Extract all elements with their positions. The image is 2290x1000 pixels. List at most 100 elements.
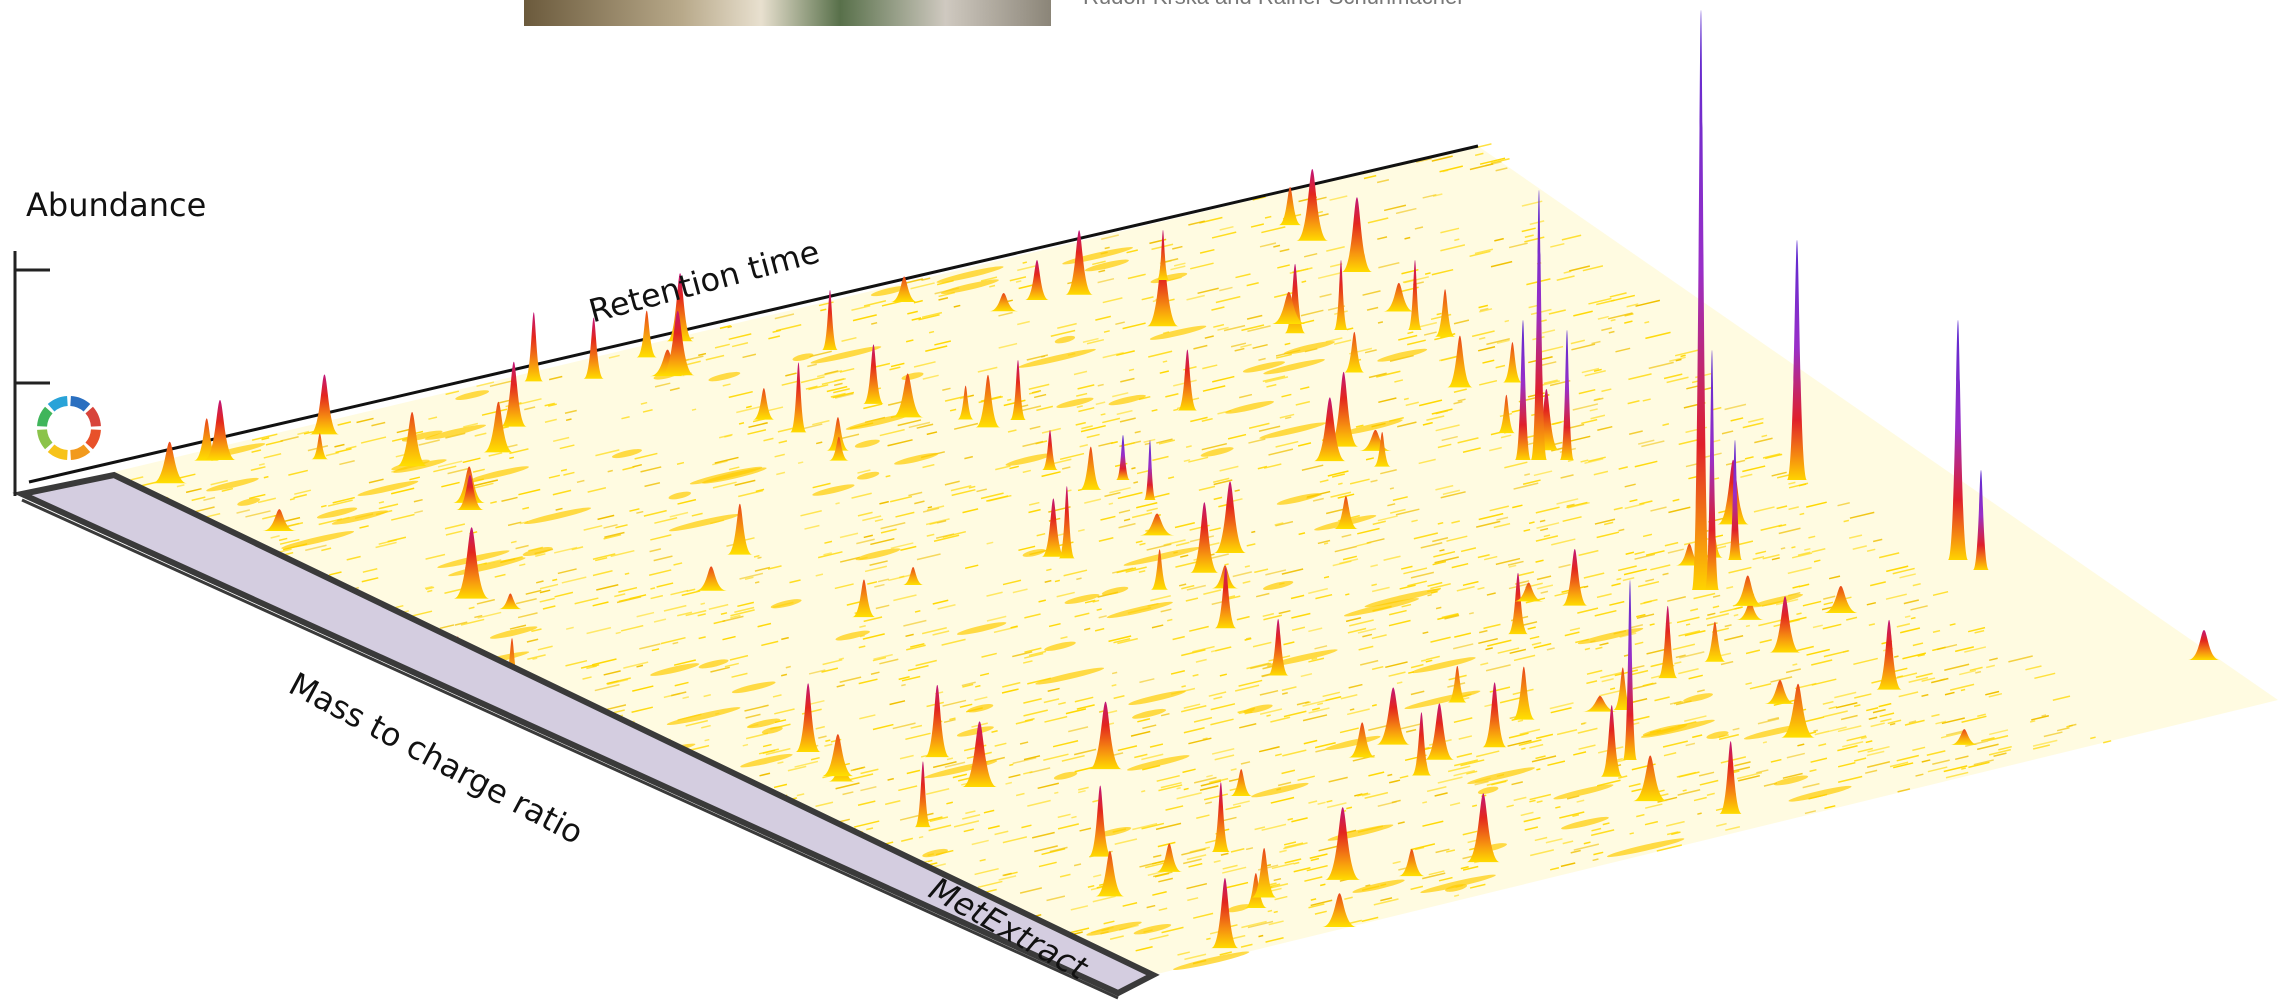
speckle	[1737, 774, 1760, 782]
speckle	[1086, 338, 1105, 345]
speckle	[1551, 538, 1576, 546]
speckle	[205, 512, 221, 518]
speckle	[1275, 520, 1294, 527]
ridge	[870, 285, 908, 297]
peak	[524, 312, 544, 382]
speckle	[261, 437, 270, 441]
speckle	[1122, 901, 1138, 907]
ring-segment	[47, 444, 68, 460]
speckle	[1002, 836, 1028, 844]
peak	[1041, 498, 1065, 557]
speckle	[571, 546, 584, 551]
speckle	[1310, 857, 1320, 862]
speckle	[1672, 643, 1696, 651]
speckle	[1172, 245, 1183, 250]
peak	[1267, 618, 1289, 676]
speckle	[1202, 737, 1208, 740]
speckle	[820, 308, 827, 312]
speckle	[1349, 619, 1374, 627]
speckle	[1188, 862, 1203, 868]
speckle	[1415, 157, 1432, 163]
speckle	[1274, 895, 1288, 901]
speckle	[1262, 375, 1286, 383]
speckle	[1469, 847, 1476, 851]
speckle	[1453, 319, 1470, 325]
speckle	[1012, 651, 1033, 658]
speckle	[603, 670, 621, 676]
speckle	[1173, 408, 1179, 412]
speckle	[1451, 520, 1460, 524]
speckle	[777, 761, 784, 765]
speckle	[1100, 515, 1116, 521]
speckle	[724, 662, 739, 668]
speckle	[863, 403, 883, 410]
speckle	[1634, 551, 1645, 555]
peak	[852, 579, 876, 618]
peak	[1973, 470, 1989, 570]
speckle	[851, 305, 871, 312]
speckle	[1434, 556, 1459, 564]
speckle	[685, 719, 709, 727]
ridge	[1324, 735, 1381, 751]
speckle	[1087, 884, 1095, 888]
speckle	[1259, 689, 1279, 696]
speckle	[1018, 545, 1036, 552]
speckle	[1517, 719, 1524, 723]
speckle	[1427, 581, 1443, 587]
speckle	[1529, 220, 1545, 226]
speckle	[2031, 715, 2050, 721]
speckle	[1593, 368, 1602, 373]
speckle	[1899, 573, 1916, 579]
speckle	[1477, 553, 1490, 559]
speckle	[1529, 743, 1544, 749]
speckle	[890, 542, 914, 550]
speckle	[494, 573, 506, 578]
speckle	[1331, 473, 1345, 478]
speckle	[1189, 846, 1210, 853]
peak	[650, 349, 686, 377]
speckle	[1345, 593, 1350, 596]
speckle	[1478, 304, 1489, 309]
speckle	[1394, 379, 1404, 383]
speckle	[1077, 384, 1095, 390]
speckle	[1902, 652, 1927, 660]
speckle	[653, 618, 667, 623]
speckle	[1116, 350, 1135, 357]
speckle	[1812, 624, 1823, 629]
speckle	[754, 581, 760, 584]
logo-slab	[12, 471, 1160, 997]
speckle	[870, 671, 880, 675]
peak	[1531, 190, 1547, 460]
speckle	[1444, 614, 1460, 620]
speckle	[1535, 535, 1559, 542]
speckle	[1601, 388, 1612, 393]
speckle	[1176, 787, 1181, 790]
speckle	[1593, 470, 1609, 476]
speckle	[285, 521, 304, 528]
speckle	[1197, 287, 1219, 295]
speckle	[1629, 624, 1644, 629]
speckle	[1598, 689, 1624, 697]
speckle	[1567, 501, 1590, 509]
speckle	[624, 572, 630, 575]
speckle	[944, 761, 966, 768]
speckle	[1219, 951, 1232, 956]
speckle	[656, 582, 674, 588]
speckle	[727, 325, 733, 329]
speckle	[1131, 512, 1153, 519]
speckle	[1420, 659, 1427, 662]
speckle	[994, 742, 1007, 747]
peak	[500, 361, 527, 427]
speckle	[988, 494, 1012, 502]
speckle	[905, 732, 931, 741]
speckle	[942, 530, 966, 538]
speckle	[1643, 598, 1658, 604]
speckle	[1261, 226, 1286, 234]
speckle	[1046, 895, 1066, 902]
speckle	[1217, 326, 1229, 331]
speckle	[789, 579, 801, 584]
speckle	[1474, 780, 1489, 786]
speckle	[1898, 691, 1919, 698]
speckle	[1015, 280, 1022, 283]
speckle	[1697, 689, 1705, 693]
